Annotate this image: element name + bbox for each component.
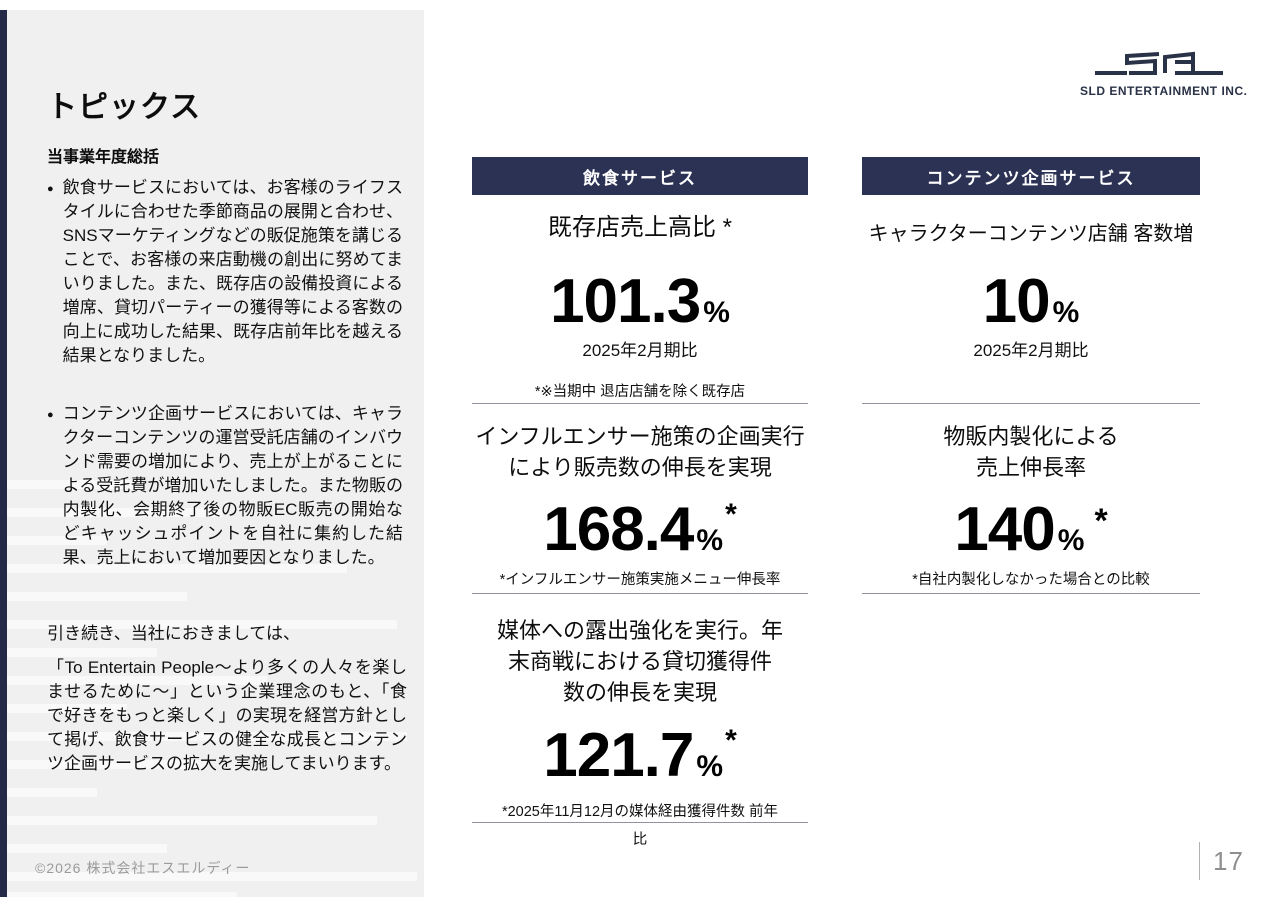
page-number-divider [1199, 842, 1200, 880]
metric-footnote: *インフルエンサー施策実施メニュー伸長率 [499, 572, 781, 588]
metric-label: 媒体への露出強化を実行。年 末商戦における貸切獲得件 数の伸長を実現 [496, 618, 783, 705]
metric-asterisk: * [1094, 502, 1108, 540]
metric-number: 10 [982, 267, 1051, 336]
metric-number: 168.4 [543, 495, 694, 564]
metric-unit: % [1052, 296, 1080, 329]
metric-value: 168.4 %* [472, 497, 808, 563]
metric-number: 121.7 [543, 721, 694, 790]
left-accent-bar [0, 10, 7, 897]
metric-value: 140 % * [862, 497, 1200, 563]
metric-footnote: *※当期中 退店店舗を除く既存店 [534, 384, 746, 400]
bullet-item: ● コンテンツ企画サービスにおいては、キャラクターコンテンツの運営受託店舗のイン… [47, 402, 403, 570]
metric-value: 121.7 %* [472, 723, 808, 789]
column-header-content: コンテンツ企画サービス [862, 157, 1200, 195]
metric-label: 物販内製化による 売上伸長率 [943, 424, 1119, 480]
bullet-icon: ● [47, 183, 54, 195]
copyright-notice: ©2026 株式会社エスエルディー [35, 860, 251, 876]
closing-intro: 引き続き、当社におきましては、 [47, 624, 300, 643]
metric-footnote: *2025年11月12月の媒体経由獲得件数 前年 [501, 804, 779, 820]
metric-caption: 2025年2月期比 [582, 341, 698, 360]
metric-number: 140 [954, 495, 1055, 564]
company-logo: SLD ENTERTAINMENT INC. [1080, 50, 1248, 98]
divider [472, 822, 808, 823]
bullet-text: 飲食サービスにおいては、お客様のライフスタイルに合わせた季節商品の展開と合わせ、… [62, 178, 404, 365]
logo-caption: SLD ENTERTAINMENT INC. [1080, 84, 1248, 98]
sidebar: トピックス 当事業年度総括 ● 飲食サービスにおいては、お客様のライフスタイルに… [7, 10, 424, 897]
divider [862, 593, 1200, 594]
bullet-text: コンテンツ企画サービスにおいては、キャラクターコンテンツの運営受託店舗のインバウ… [62, 404, 403, 567]
page-number: 17 [1213, 846, 1244, 876]
metric-label: インフルエンサー施策の企画実行 により販売数の伸長を実現 [475, 424, 805, 480]
divider [472, 403, 808, 404]
sld-logo-mark [1095, 51, 1223, 75]
metric-unit: % [696, 750, 724, 783]
metric-number: 101.3 [550, 267, 701, 336]
divider [862, 403, 1200, 404]
bullet-icon: ● [47, 409, 54, 421]
metric-caption: 2025年2月期比 [973, 341, 1089, 360]
section-heading: 当事業年度総括 [47, 149, 160, 166]
column-header-food: 飲食サービス [472, 157, 808, 195]
column-header-label: コンテンツ企画サービス [926, 168, 1136, 188]
page-title: トピックス [47, 91, 202, 124]
divider [472, 593, 808, 594]
metric-asterisk: * [725, 724, 737, 757]
bullet-item: ● 飲食サービスにおいては、お客様のライフスタイルに合わせた季節商品の展開と合わ… [47, 176, 403, 368]
metric-footnote: *自社内製化しなかった場合との比較 [912, 572, 1150, 588]
metric-value: 101.3% [472, 269, 808, 335]
metric-footnote-tail: 比 [632, 832, 648, 848]
metric-unit: % [696, 524, 724, 557]
metric-unit: % [1057, 524, 1085, 557]
metric-unit: % [703, 296, 730, 329]
metric-label: キャラクターコンテンツ店舗 客数増 [868, 223, 1194, 245]
metric-value: 10% [862, 269, 1200, 335]
decorative-stripes [7, 10, 424, 897]
column-header-label: 飲食サービス [583, 168, 697, 188]
metric-asterisk: * [725, 498, 737, 531]
metric-label: 既存店売上高比 * [547, 214, 732, 241]
closing-body: 「To Entertain People～より多くの人々を楽しませるために～」と… [47, 658, 407, 773]
